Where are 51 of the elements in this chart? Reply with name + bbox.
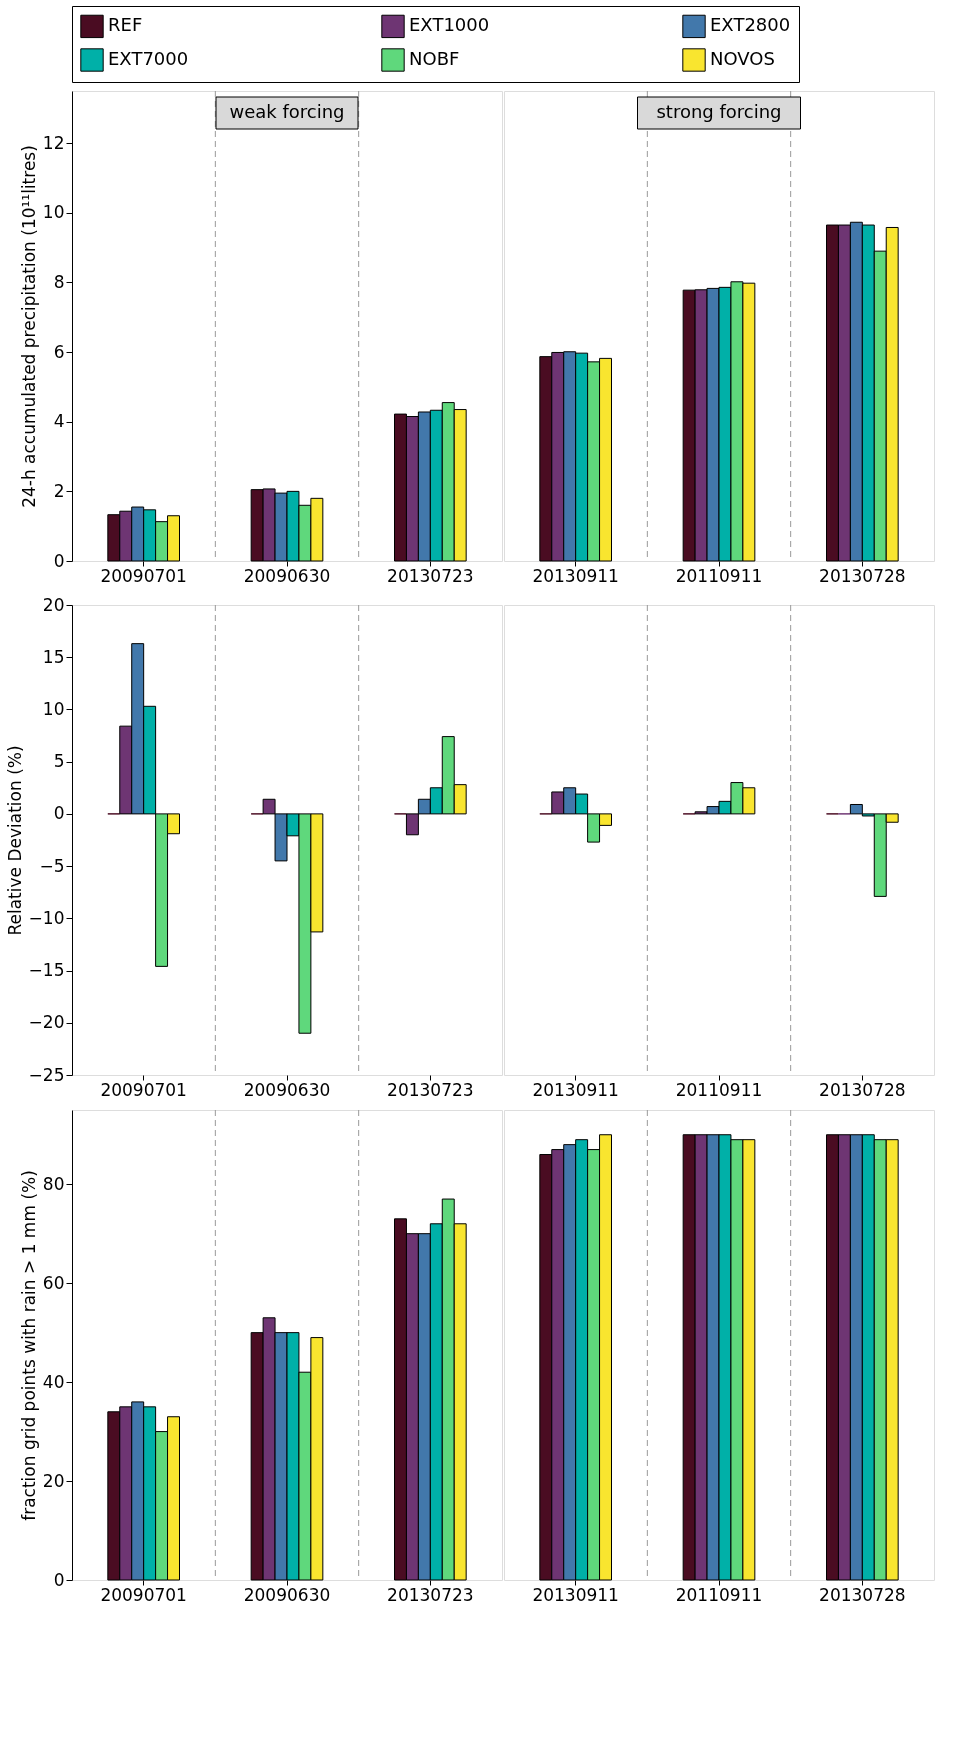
y-axis-title: 24-h accumulated precipitation (10¹¹litres)	[18, 145, 39, 508]
y-tick-label: 15	[42, 646, 65, 667]
annotation: weak forcing	[229, 101, 345, 122]
y-tick-label: 0	[53, 1569, 65, 1590]
legend-label: EXT7000	[108, 48, 189, 69]
x-tick-label: 20130728	[819, 1584, 906, 1605]
legend-label: REF	[108, 14, 143, 36]
annotation: strong forcing	[656, 101, 782, 122]
y-axis-title: Relative Deviation (%)	[4, 745, 25, 936]
y-tick-label: 8	[53, 271, 65, 292]
y-tick-label: 20	[42, 1470, 65, 1491]
x-tick-label: 20130728	[819, 1079, 906, 1100]
x-tick-label: 20130911	[532, 565, 619, 586]
y-tick-label: −20	[28, 1012, 65, 1033]
x-tick-label: 20130728	[819, 565, 906, 586]
legend-label: EXT1000	[409, 14, 490, 36]
x-tick-label: 20090701	[100, 1584, 187, 1605]
x-tick-label: 20130911	[532, 1079, 619, 1100]
y-tick-label: 80	[42, 1173, 65, 1194]
x-tick-label: 20110911	[675, 565, 763, 586]
x-tick-label: 20090630	[243, 1079, 331, 1100]
y-tick-label: −5	[39, 855, 65, 876]
y-axis-title: fraction grid points with rain > 1 mm (%)	[18, 1170, 39, 1521]
x-tick-label: 20130723	[387, 1584, 474, 1605]
x-tick-label: 20090701	[100, 1079, 187, 1100]
legend-label: NOVOS	[710, 48, 775, 69]
y-tick-label: 10	[42, 698, 65, 719]
x-tick-label: 20130911	[532, 1584, 619, 1605]
y-tick-label: 10	[42, 202, 65, 223]
y-tick-label: −25	[28, 1064, 65, 1085]
y-tick-label: 0	[53, 803, 65, 824]
y-tick-label: 40	[42, 1371, 65, 1392]
x-tick-label: 20090701	[100, 565, 187, 586]
y-tick-label: 0	[53, 550, 65, 571]
y-tick-label: 4	[53, 411, 65, 432]
x-tick-label: 20130723	[387, 565, 474, 586]
x-tick-label: 20110911	[675, 1584, 763, 1605]
y-tick-label: −15	[28, 960, 65, 981]
y-tick-label: 12	[42, 132, 65, 153]
y-tick-label: 6	[53, 341, 65, 362]
y-tick-label: 5	[53, 751, 65, 772]
y-tick-label: 60	[42, 1272, 65, 1293]
x-tick-label: 20130723	[387, 1079, 474, 1100]
legend-label: EXT2800	[710, 14, 791, 36]
y-tick-label: −10	[28, 907, 65, 928]
x-tick-label: 20090630	[243, 565, 331, 586]
x-tick-label: 20110911	[675, 1079, 763, 1100]
x-tick-label: 20090630	[243, 1584, 331, 1605]
y-tick-label: 20	[42, 594, 65, 615]
y-tick-label: 2	[53, 480, 65, 501]
legend-label: NOBF	[409, 48, 460, 69]
